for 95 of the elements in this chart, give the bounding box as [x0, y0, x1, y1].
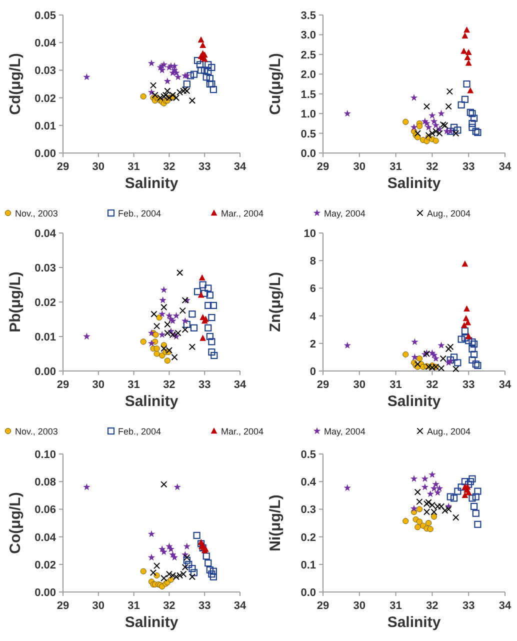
x-tick-label: 32: [426, 379, 438, 391]
y-axis-title: Ni(μg/L): [267, 494, 284, 552]
y-axis-title: Pb(μg/L): [7, 272, 24, 332]
x-tick-label: 34: [234, 379, 247, 391]
y-tick-label: 0.1: [300, 559, 316, 572]
y-tick-label: 0.03: [34, 65, 56, 78]
x-tick-label: 33: [198, 379, 211, 391]
y-tick-label: 0.02: [34, 297, 56, 309]
y-tick-label: 0.05: [34, 10, 56, 22]
y-tick-label: 0.03: [34, 262, 56, 274]
y-tick-label: 0: [310, 366, 316, 378]
legend-label: Aug., 2004: [427, 426, 471, 436]
y-tick-label: 0.02: [34, 92, 56, 105]
x-tick-label: 30: [353, 161, 366, 173]
x-tick-label: 29: [316, 161, 330, 173]
x-tick-label: 31: [390, 161, 402, 173]
x-tick-label: 32: [426, 161, 438, 173]
y-tick-label: 8: [310, 256, 316, 268]
y-axis-title: Co(μg/L): [7, 492, 24, 554]
legend-label: Nov., 2003: [15, 426, 58, 436]
x-tick-label: 29: [56, 161, 70, 173]
x-tick-label: 29: [56, 379, 70, 391]
y-tick-label: 10: [304, 228, 316, 240]
y-tick-label: 3.5: [300, 10, 316, 22]
legend-label: May, 2004: [324, 426, 366, 436]
x-tick-label: 31: [390, 379, 402, 391]
x-tick-label: 29: [316, 600, 330, 612]
x-axis-title: Salinity: [387, 175, 442, 192]
y-tick-label: 0.0: [300, 148, 316, 160]
y-tick-label: 0.00: [34, 587, 56, 599]
y-tick-label: 0.4: [300, 476, 317, 489]
x-tick-label: 30: [92, 161, 105, 173]
y-tick-label: 0.04: [34, 38, 57, 50]
legend-label: Feb., 2004: [118, 426, 162, 436]
x-tick-label: 34: [234, 600, 247, 612]
legend-label: Mar., 2004: [221, 426, 264, 436]
x-tick-label: 34: [234, 161, 247, 173]
x-axis-title: Salinity: [387, 614, 442, 631]
x-tick-label: 32: [163, 379, 176, 391]
x-tick-label: 32: [163, 600, 176, 612]
x-tick-label: 34: [498, 600, 512, 612]
x-tick-label: 30: [353, 600, 366, 612]
y-tick-label: 2.5: [300, 49, 316, 62]
legend-label: May, 2004: [324, 208, 366, 218]
x-tick-label: 31: [128, 600, 140, 612]
x-tick-label: 30: [92, 379, 105, 391]
legend-label: Nov., 2003: [15, 208, 58, 218]
x-tick-label: 32: [163, 161, 176, 173]
x-tick-label: 33: [198, 600, 211, 612]
y-tick-label: 0.10: [34, 449, 56, 461]
y-tick-label: 0.3: [300, 504, 316, 516]
y-tick-label: 0.0: [300, 587, 316, 599]
y-tick-label: 2: [310, 338, 316, 350]
y-tick-label: 6: [310, 283, 316, 296]
y-tick-label: 1.5: [300, 88, 316, 101]
y-tick-label: 3.0: [300, 30, 316, 42]
y-tick-label: 0.5: [300, 449, 316, 461]
x-tick-label: 34: [498, 379, 512, 391]
y-tick-label: 2.0: [300, 69, 316, 82]
y-tick-label: 0.00: [34, 148, 56, 160]
y-axis-title: Cu(μg/L): [267, 53, 284, 115]
x-tick-label: 29: [56, 600, 70, 612]
legend-label: Feb., 2004: [118, 208, 162, 218]
x-tick-label: 29: [316, 379, 330, 391]
x-axis-title: Salinity: [387, 393, 442, 410]
x-tick-label: 33: [198, 161, 211, 173]
x-tick-label: 33: [462, 600, 475, 612]
y-tick-label: 4: [310, 310, 317, 323]
x-tick-label: 31: [390, 600, 402, 612]
y-tick-label: 0.2: [300, 532, 316, 544]
y-tick-label: 0.01: [34, 120, 56, 132]
y-tick-label: 0.04: [34, 532, 57, 544]
x-tick-label: 33: [462, 161, 475, 173]
x-axis-title: Salinity: [124, 175, 179, 192]
y-tick-label: 0.5: [300, 128, 316, 140]
y-tick-label: 0.01: [34, 332, 56, 344]
x-axis-title: Salinity: [124, 614, 179, 631]
y-axis-title: Zn(μg/L): [267, 272, 284, 332]
x-tick-label: 31: [128, 379, 140, 391]
x-tick-label: 32: [426, 600, 438, 612]
legend-label: Aug., 2004: [427, 208, 471, 218]
legend-label: Mar., 2004: [221, 208, 264, 218]
x-tick-label: 31: [128, 161, 140, 173]
x-tick-label: 34: [498, 161, 512, 173]
x-tick-label: 30: [92, 600, 105, 612]
y-tick-label: 0.06: [34, 504, 56, 516]
y-axis-title: Cd(μg/L): [7, 53, 24, 115]
y-tick-label: 1.0: [300, 108, 316, 121]
y-tick-label: 0.02: [34, 559, 56, 572]
x-tick-label: 30: [353, 379, 366, 391]
y-tick-label: 0.00: [34, 366, 56, 378]
y-tick-label: 0.08: [34, 476, 56, 489]
y-tick-label: 0.04: [34, 228, 57, 240]
x-tick-label: 33: [462, 379, 475, 391]
x-axis-title: Salinity: [124, 393, 179, 410]
